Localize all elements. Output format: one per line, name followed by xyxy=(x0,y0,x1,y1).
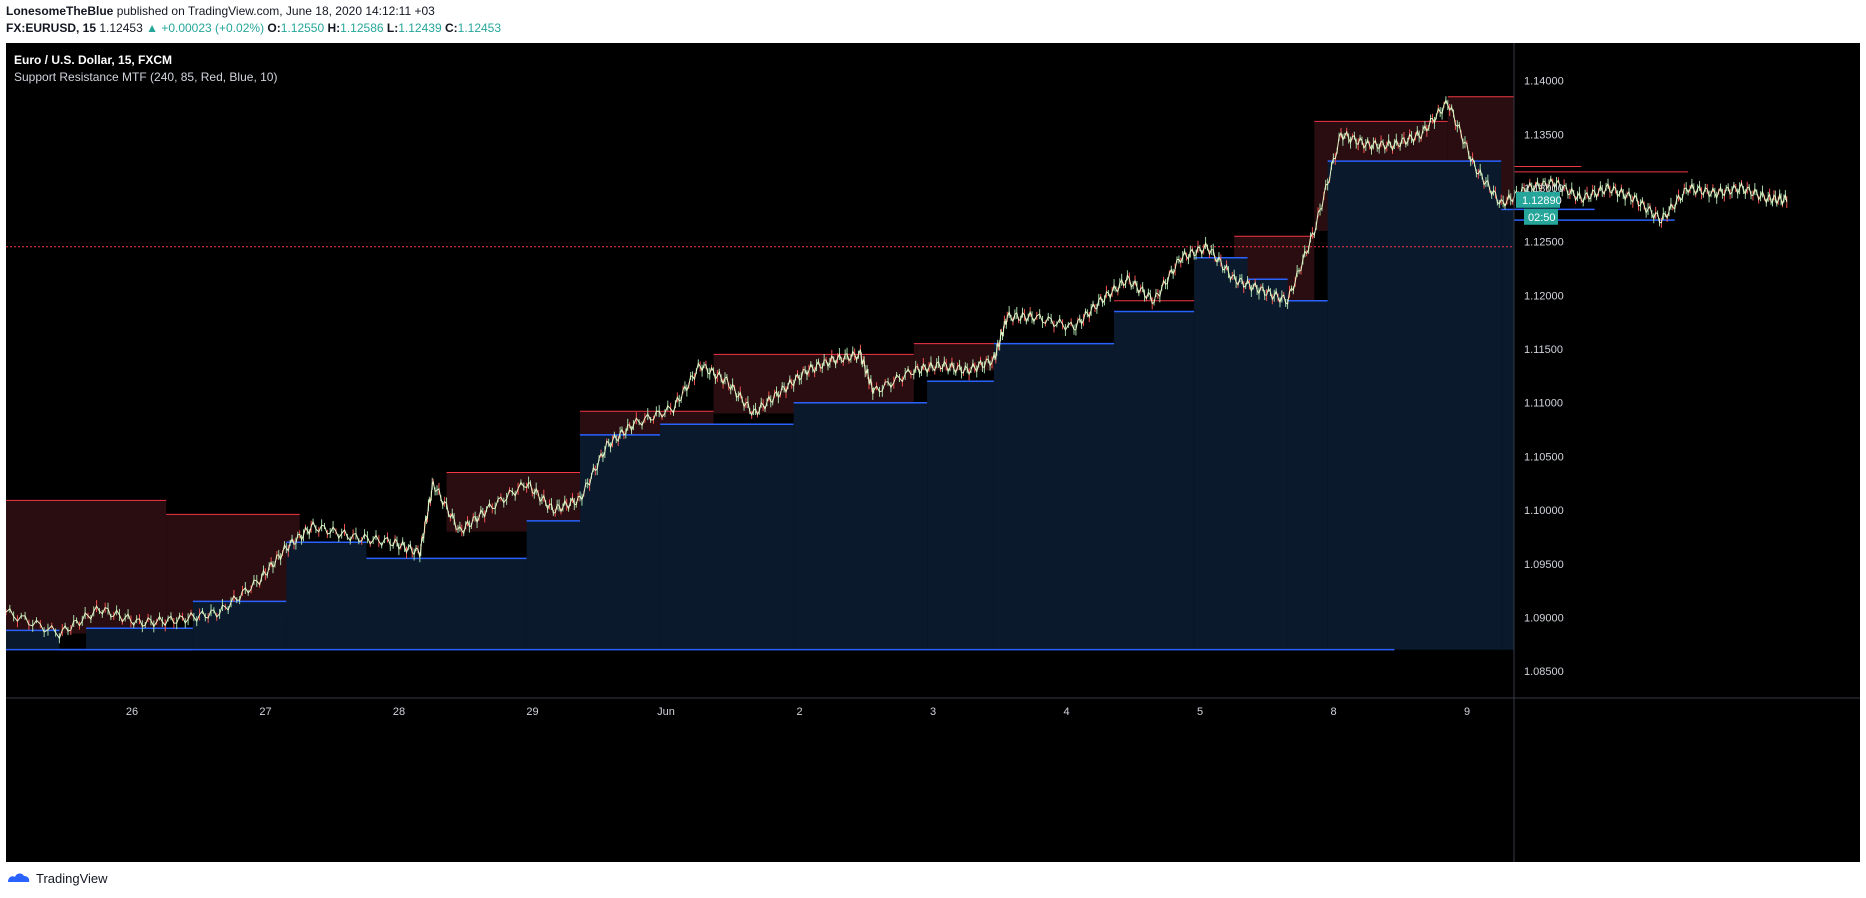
support-zone xyxy=(526,520,581,650)
last-price: 1.12453 xyxy=(99,21,143,35)
support-zone xyxy=(660,424,794,650)
price-tick-label: 1.11000 xyxy=(1524,398,1563,410)
footer-brand[interactable]: TradingView xyxy=(36,870,108,886)
legend-title: Euro / U.S. Dollar, 15, FXCM xyxy=(14,53,173,67)
time-tick-label: 3 xyxy=(930,706,936,718)
close-value: 1.12453 xyxy=(457,21,502,35)
time-tick-label: 5 xyxy=(1197,706,1203,718)
support-zone xyxy=(580,434,661,650)
publish-info: LonesomeTheBlue published on TradingView… xyxy=(6,4,435,18)
support-zone xyxy=(1247,279,1288,650)
price-tick-label: 1.12500 xyxy=(1524,237,1564,249)
chart-area[interactable]: 1.14000 1.13500 1.13000 1.12500 1.12000 1.115… xyxy=(6,43,1860,862)
support-zone xyxy=(366,558,447,650)
time-tick-label: 29 xyxy=(526,706,538,718)
chart-legend: Euro / U.S. Dollar, 15, FXCM Support Res… xyxy=(14,52,277,86)
support-zone xyxy=(927,381,994,650)
support-zone xyxy=(1501,209,1514,650)
support-zone xyxy=(446,558,527,650)
symbol-ohlc-line: FX:EURUSD, 15 1.12453 ▲ +0.00023 (+0.02%… xyxy=(6,21,501,35)
current-price-badge xyxy=(1516,191,1560,208)
price-tick-label: 1.11500 xyxy=(1524,344,1563,356)
support-zone xyxy=(286,542,367,650)
support-zone xyxy=(1287,300,1328,650)
time-tick-label: 8 xyxy=(1330,706,1336,718)
footer: TradingView xyxy=(6,870,108,886)
support-zone xyxy=(1114,311,1195,650)
support-zone xyxy=(793,402,928,650)
time-tick-label: 4 xyxy=(1063,706,1069,718)
high-label: H: xyxy=(327,21,341,35)
support-zone xyxy=(993,343,1115,650)
low-value: 1.12439 xyxy=(398,21,442,35)
countdown-badge xyxy=(1524,208,1558,225)
chart-canvas[interactable]: 1.140001.135001.130001.125001.120001.115… xyxy=(6,43,1860,862)
price-tick-label: 1.10000 xyxy=(1524,505,1564,517)
low-label: L: xyxy=(386,21,399,35)
support-zone xyxy=(86,628,193,650)
support-zone xyxy=(6,630,60,650)
author-name[interactable]: LonesomeTheBlue xyxy=(6,4,114,18)
time-tick-label: Jun xyxy=(657,706,675,718)
open-label: O: xyxy=(267,21,281,35)
price-tick-label: 1.12000 xyxy=(1524,290,1564,302)
price-change: ▲ +0.00023 (+0.02%) xyxy=(146,21,265,35)
publish-text: published on TradingView.com, June 18, 2… xyxy=(116,4,435,18)
price-tick-label: 1.13500 xyxy=(1524,129,1564,141)
price-tick-label: 1.08500 xyxy=(1524,666,1564,678)
time-tick-label: 9 xyxy=(1464,706,1470,718)
time-tick-label: 27 xyxy=(259,706,271,718)
high-value: 1.12586 xyxy=(340,21,384,35)
time-tick-label: 2 xyxy=(796,706,802,718)
time-tick-label: 28 xyxy=(393,706,405,718)
indicator-label[interactable]: Support Resistance MTF (240, 85, Red, Bl… xyxy=(14,70,278,84)
open-value: 1.12550 xyxy=(280,21,325,35)
resistance-zone xyxy=(6,500,167,634)
countdown-label: 02:50 xyxy=(1528,212,1556,224)
current-price-label: 1.12890 xyxy=(1522,195,1562,207)
price-tick-label: 1.09000 xyxy=(1524,612,1564,624)
close-label: C: xyxy=(444,21,458,35)
tradingview-logo-icon xyxy=(8,873,30,882)
support-zone xyxy=(192,601,287,650)
price-tick-label: 1.10500 xyxy=(1524,451,1564,463)
price-tick-label: 1.09500 xyxy=(1524,559,1564,571)
time-tick-label: 26 xyxy=(126,706,138,718)
symbol-label: FX:EURUSD, 15 xyxy=(6,21,97,35)
support-zone xyxy=(1327,161,1502,650)
support-zone xyxy=(1194,257,1248,650)
price-tick-label: 1.14000 xyxy=(1524,76,1564,88)
